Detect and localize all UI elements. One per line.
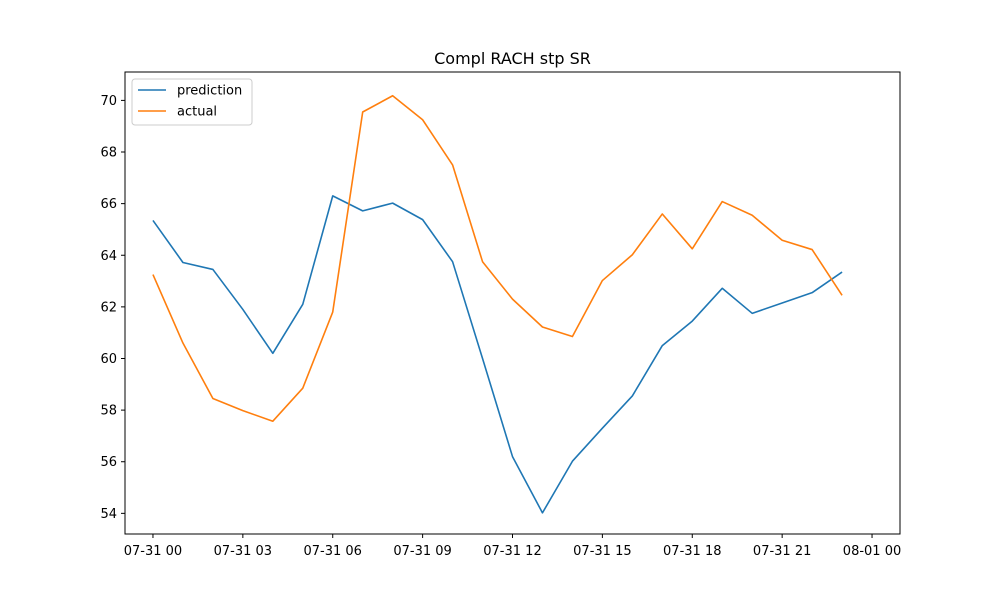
x-axis: 07-31 00 07-31 03 07-31 06 07-31 09 07-31 12…	[124, 534, 901, 559]
series-line-prediction	[152, 195, 843, 514]
y-tick-label: 58	[100, 404, 117, 419]
y-tick-label: 56	[100, 455, 117, 470]
y-tick-label: 68	[100, 146, 117, 161]
x-tick-label: 08-01 00	[843, 544, 901, 559]
x-tick-label: 07-31 06	[304, 544, 362, 559]
y-tick-label: 54	[100, 507, 117, 522]
y-tick-label: 66	[100, 197, 117, 212]
series-layer	[152, 94, 843, 514]
x-tick-label: 07-31 03	[214, 544, 272, 559]
x-tick-label: 07-31 12	[483, 544, 541, 559]
legend: prediction actual	[131, 78, 253, 126]
y-tick-label: 62	[100, 300, 117, 315]
x-tick-label: 07-31 18	[663, 544, 721, 559]
y-tick-label: 70	[100, 94, 117, 109]
y-axis: 54 56 58 60 62 64 66 68 70	[100, 94, 125, 522]
x-tick-label: 07-31 21	[753, 544, 811, 559]
legend-label-actual: actual	[177, 105, 217, 120]
x-tick-label: 07-31 00	[124, 544, 182, 559]
chart-title: Compl RACH stp SR	[434, 49, 591, 68]
y-tick-label: 60	[100, 352, 117, 367]
y-tick-label: 64	[100, 249, 117, 264]
x-tick-label: 07-31 09	[393, 544, 451, 559]
series-line-actual	[152, 94, 843, 423]
legend-label-prediction: prediction	[177, 84, 242, 99]
x-tick-label: 07-31 15	[573, 544, 631, 559]
